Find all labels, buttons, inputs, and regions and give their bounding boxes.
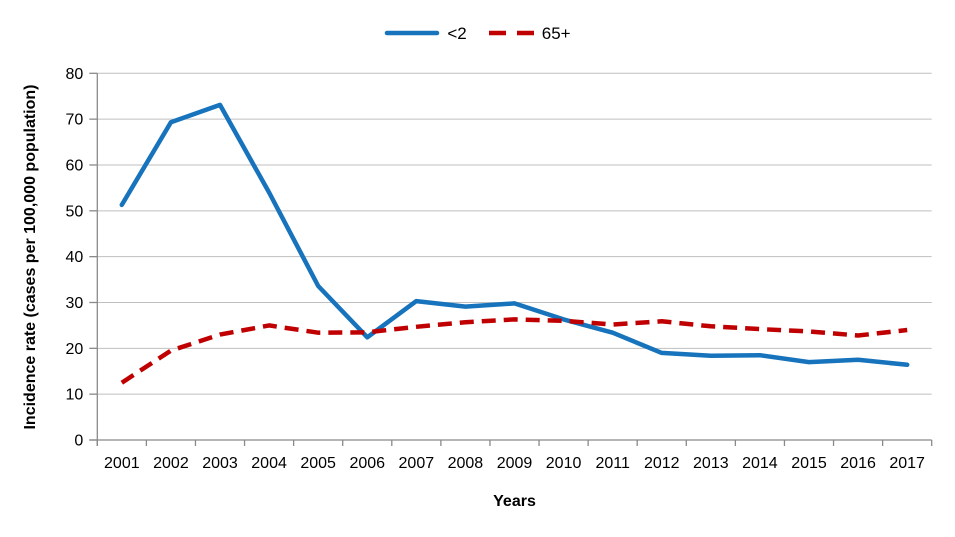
x-tick-label: 2004 [251, 455, 287, 472]
x-tick-label: 2013 [693, 455, 729, 472]
x-tick-label: 2009 [497, 455, 533, 472]
legend-item-65-plus: 65+ [488, 23, 571, 43]
y-tick-label: 60 [66, 157, 84, 174]
chart-legend: <2 65+ [0, 20, 955, 46]
x-tick-label: 2003 [202, 455, 238, 472]
y-tick-label: 0 [74, 433, 83, 450]
x-tick-label: 2010 [546, 455, 582, 472]
y-tick-label: 80 [66, 66, 84, 83]
x-tick-label: 2011 [595, 455, 630, 472]
y-tick-label: 50 [66, 203, 84, 220]
x-tick-label: 2006 [349, 455, 385, 472]
series-line-under-2 [119, 102, 910, 368]
x-tick-label: 2001 [104, 455, 140, 472]
series-line-65-plus [120, 317, 908, 385]
legend-label-65-plus: 65+ [541, 23, 571, 43]
x-tick-label: 2017 [889, 455, 925, 472]
x-tick-label: 2002 [153, 455, 189, 472]
y-tick-label: 10 [66, 387, 84, 404]
legend-item-under-2: <2 [384, 23, 467, 43]
x-tick-label: 2012 [644, 455, 680, 472]
solid-blue-line-key-icon [385, 30, 440, 36]
x-tick-label: 2015 [791, 455, 827, 472]
y-tick-label: 30 [66, 295, 84, 312]
legend-label-under-2: <2 [447, 23, 467, 43]
y-tick-label: 70 [66, 112, 84, 129]
x-tick-label: 2016 [840, 455, 876, 472]
dashed-red-line-key-icon [488, 30, 535, 36]
x-tick-label: 2005 [300, 455, 336, 472]
y-tick-label: 40 [66, 249, 84, 266]
x-tick-label: 2014 [742, 455, 778, 472]
x-tick-label: 2007 [399, 455, 435, 472]
x-axis-title: Years [493, 493, 536, 510]
y-tick-label: 20 [66, 341, 84, 358]
x-tick-label: 2008 [448, 455, 484, 472]
